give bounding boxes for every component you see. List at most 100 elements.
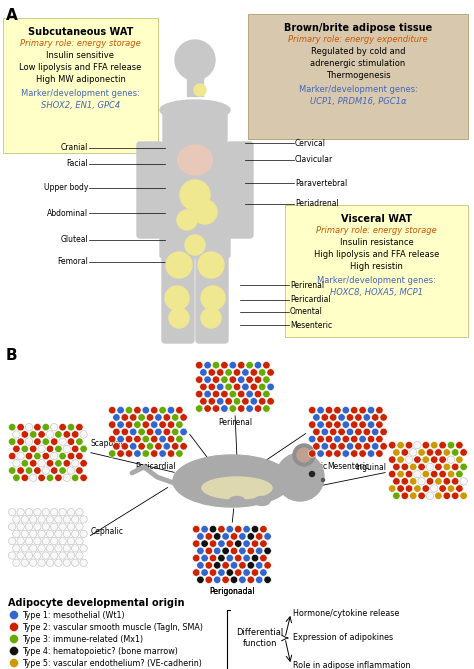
Circle shape — [204, 376, 211, 383]
Circle shape — [151, 436, 158, 443]
Circle shape — [405, 470, 413, 478]
Text: Primary role: energy storage: Primary role: energy storage — [316, 226, 437, 235]
Circle shape — [72, 474, 79, 482]
Circle shape — [193, 200, 217, 224]
Circle shape — [55, 474, 62, 482]
Circle shape — [338, 428, 345, 436]
Circle shape — [435, 478, 442, 485]
Circle shape — [175, 40, 215, 80]
Circle shape — [9, 537, 16, 545]
FancyBboxPatch shape — [162, 232, 194, 343]
Circle shape — [389, 442, 396, 449]
Text: Differential
function: Differential function — [237, 628, 283, 648]
Circle shape — [414, 442, 421, 449]
Circle shape — [159, 450, 166, 457]
Circle shape — [359, 450, 366, 457]
Text: Mesenteric: Mesenteric — [290, 320, 332, 330]
Circle shape — [142, 450, 149, 457]
Circle shape — [63, 516, 71, 523]
Circle shape — [180, 443, 187, 450]
Circle shape — [176, 436, 183, 443]
Circle shape — [80, 445, 87, 452]
Circle shape — [197, 547, 204, 555]
Text: High resistin: High resistin — [350, 262, 403, 271]
Circle shape — [246, 391, 253, 398]
Circle shape — [247, 533, 255, 540]
Circle shape — [197, 561, 204, 569]
Circle shape — [59, 467, 66, 474]
Circle shape — [63, 559, 71, 567]
Circle shape — [59, 452, 66, 460]
Circle shape — [418, 478, 425, 485]
Circle shape — [334, 450, 341, 457]
Circle shape — [155, 428, 162, 436]
Circle shape — [121, 428, 128, 436]
Circle shape — [9, 467, 16, 474]
Circle shape — [76, 452, 83, 460]
Circle shape — [29, 474, 37, 482]
Circle shape — [229, 391, 237, 398]
Circle shape — [210, 569, 217, 576]
Circle shape — [59, 537, 66, 545]
Circle shape — [443, 463, 450, 470]
Circle shape — [213, 533, 221, 540]
Circle shape — [192, 540, 200, 547]
Circle shape — [29, 445, 37, 452]
Circle shape — [72, 545, 79, 552]
Circle shape — [38, 431, 46, 438]
Circle shape — [205, 547, 212, 555]
Circle shape — [226, 540, 234, 547]
Circle shape — [222, 547, 229, 555]
Circle shape — [225, 369, 232, 376]
Circle shape — [72, 460, 79, 467]
Circle shape — [125, 436, 133, 443]
Text: Cranial: Cranial — [61, 143, 88, 153]
Circle shape — [9, 508, 16, 516]
Circle shape — [13, 545, 20, 552]
Text: Type 1: mesothelial (Wt1): Type 1: mesothelial (Wt1) — [22, 611, 125, 619]
Circle shape — [359, 421, 366, 428]
Circle shape — [17, 438, 24, 446]
Text: Facial: Facial — [66, 159, 88, 169]
Circle shape — [397, 442, 404, 449]
Circle shape — [258, 369, 266, 376]
Circle shape — [76, 523, 83, 531]
Circle shape — [329, 428, 337, 436]
Circle shape — [376, 436, 383, 443]
Text: Visceral WAT: Visceral WAT — [341, 214, 412, 224]
Circle shape — [222, 561, 229, 569]
Circle shape — [201, 555, 208, 562]
Circle shape — [392, 463, 400, 470]
Circle shape — [317, 421, 324, 428]
Circle shape — [435, 492, 442, 500]
Circle shape — [109, 421, 116, 428]
Circle shape — [439, 456, 447, 464]
Circle shape — [21, 545, 28, 552]
Circle shape — [247, 547, 255, 555]
Circle shape — [264, 561, 271, 569]
Circle shape — [350, 436, 358, 443]
Circle shape — [113, 428, 120, 436]
Circle shape — [67, 537, 75, 545]
Circle shape — [38, 460, 46, 467]
Circle shape — [255, 533, 263, 540]
Ellipse shape — [229, 496, 245, 506]
Circle shape — [155, 443, 162, 450]
Circle shape — [25, 452, 33, 460]
Circle shape — [246, 361, 253, 369]
Circle shape — [205, 561, 212, 569]
Circle shape — [218, 555, 225, 562]
Circle shape — [177, 210, 197, 230]
Circle shape — [121, 443, 128, 450]
Circle shape — [242, 369, 249, 376]
FancyBboxPatch shape — [163, 106, 227, 204]
Circle shape — [117, 407, 124, 414]
Text: Perirenal: Perirenal — [290, 280, 324, 290]
Circle shape — [212, 361, 219, 369]
Circle shape — [109, 450, 116, 457]
Circle shape — [389, 470, 396, 478]
Circle shape — [125, 450, 133, 457]
Circle shape — [233, 369, 241, 376]
Circle shape — [276, 453, 324, 501]
Text: Type 4: hematopoietic? (bone marrow): Type 4: hematopoietic? (bone marrow) — [22, 646, 178, 656]
